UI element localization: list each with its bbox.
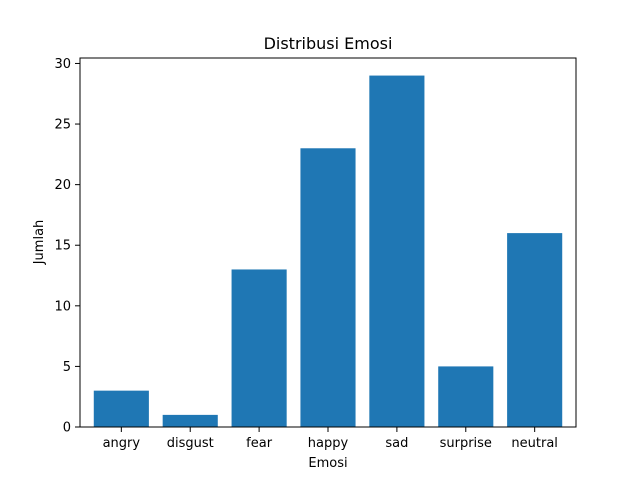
x-axis-label: Emosi	[308, 456, 347, 471]
y-tick-label-30: 30	[54, 57, 71, 72]
y-axis: 0 5 10 15 20 25 30	[54, 57, 80, 436]
bar-surprise	[438, 366, 494, 427]
x-tick-label-neutral: neutral	[511, 436, 558, 451]
bar-happy	[300, 148, 356, 427]
x-tick-label-surprise: surprise	[440, 436, 492, 451]
bar-angry	[93, 390, 149, 427]
x-axis: angry disgust fear happy sad surprise neutral	[103, 427, 558, 451]
plot-frame	[79, 57, 577, 428]
y-axis-label: Jumlah	[32, 220, 47, 266]
y-tick-label-20: 20	[54, 178, 71, 193]
bar-group	[93, 75, 563, 427]
bar-disgust	[162, 414, 218, 427]
y-tick-label-10: 10	[54, 299, 71, 314]
chart-title: Distribusi Emosi	[264, 34, 393, 53]
x-tick-label-happy: happy	[308, 436, 349, 451]
bar-fear	[231, 269, 287, 427]
y-tick-label-5: 5	[63, 360, 71, 375]
y-tick-label-0: 0	[63, 421, 71, 436]
x-tick-label-disgust: disgust	[167, 436, 214, 451]
x-tick-label-fear: fear	[246, 436, 273, 451]
bar-sad	[369, 75, 425, 427]
y-tick-label-15: 15	[54, 239, 71, 254]
x-tick-label-angry: angry	[103, 436, 141, 451]
x-tick-label-sad: sad	[385, 436, 408, 451]
y-tick-label-25: 25	[54, 118, 71, 133]
bar-neutral	[507, 233, 563, 427]
